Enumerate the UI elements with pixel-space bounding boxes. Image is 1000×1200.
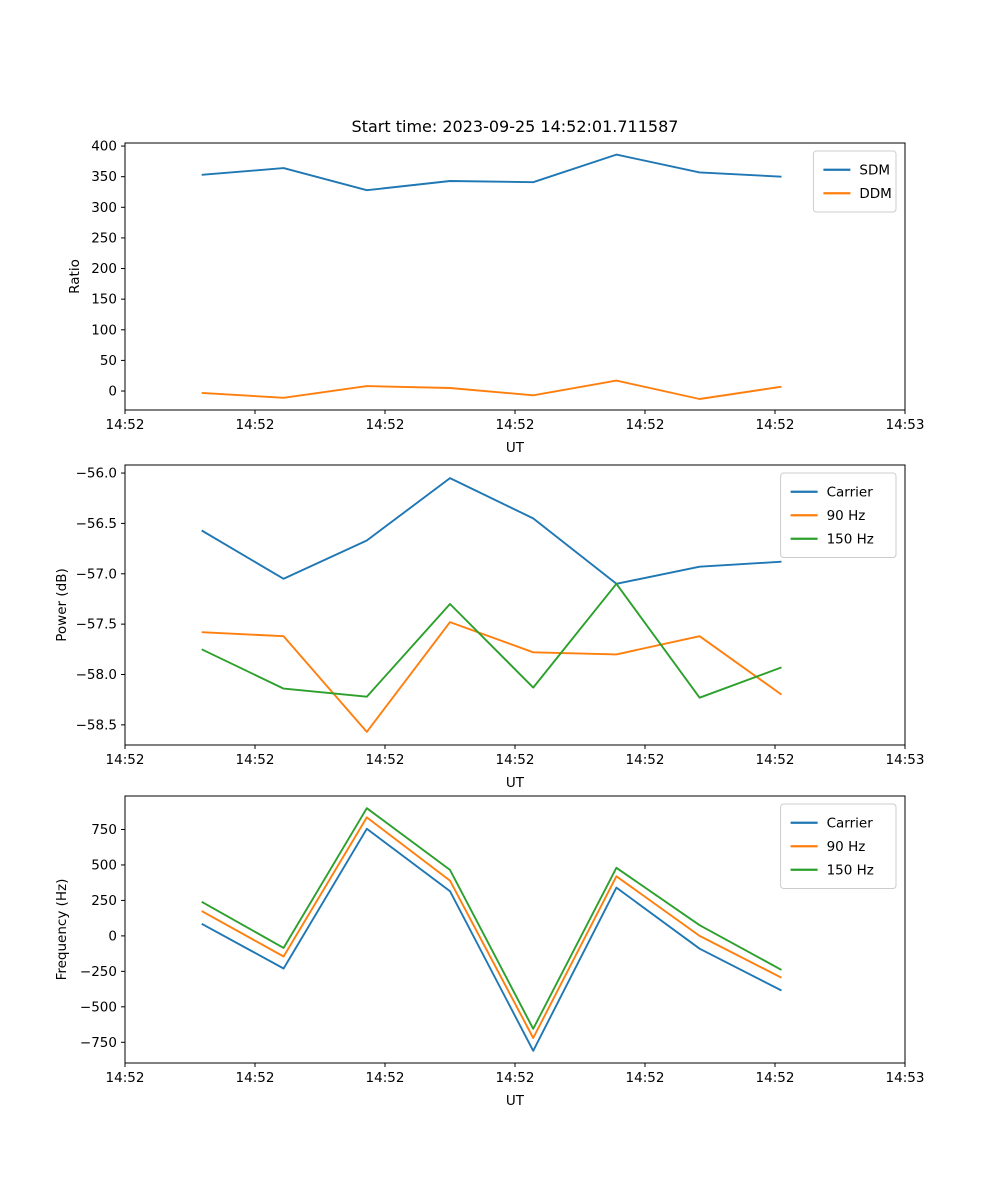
x-tick-label: 14:52 (236, 752, 275, 768)
series-line-90-hz (201, 816, 782, 1039)
legend-label-ddm: DDM (859, 186, 891, 202)
y-tick-label: −56.5 (76, 516, 117, 532)
legend-label-90-hz: 90 Hz (827, 508, 866, 524)
series-line-150-hz (201, 807, 782, 1030)
y-tick-label: −58.5 (76, 717, 117, 733)
y-tick-label: −58.0 (76, 667, 117, 683)
y-axis-label: Frequency (Hz) (54, 879, 70, 981)
legend-label-150-hz: 150 Hz (827, 862, 874, 878)
x-tick-label: 14:53 (886, 417, 925, 433)
series-line-150-hz (201, 582, 782, 699)
x-tick-label: 14:52 (106, 752, 145, 768)
x-tick-label: 14:52 (626, 1070, 665, 1086)
x-axis-label: UT (506, 440, 525, 456)
x-tick-label: 14:52 (496, 1070, 535, 1086)
y-axis-label: Power (dB) (54, 568, 70, 641)
y-tick-label: −57.0 (76, 566, 117, 582)
y-tick-label: 150 (91, 292, 117, 308)
x-tick-label: 14:52 (106, 417, 145, 433)
x-axis-label: UT (506, 1093, 525, 1109)
x-tick-label: 14:52 (106, 1070, 145, 1086)
x-tick-label: 14:52 (236, 417, 275, 433)
y-tick-label: 400 (91, 139, 117, 155)
legend-box (812, 150, 897, 213)
y-tick-label: −500 (80, 999, 117, 1015)
y-tick-label: 500 (91, 857, 117, 873)
y-tick-label: 50 (100, 353, 117, 369)
x-tick-label: 14:52 (626, 417, 665, 433)
x-tick-label: 14:52 (756, 417, 795, 433)
y-axis-label: Ratio (67, 259, 83, 294)
y-tick-label: 0 (108, 384, 117, 400)
series-line-carrier (201, 827, 782, 1052)
legend-label-150-hz: 150 Hz (827, 531, 874, 547)
x-tick-label: 14:52 (756, 752, 795, 768)
y-tick-label: −750 (80, 1035, 117, 1051)
series-line-ddm (201, 379, 782, 400)
y-tick-label: 100 (91, 322, 117, 338)
legend-label-carrier: Carrier (827, 484, 874, 500)
x-tick-label: 14:52 (236, 1070, 275, 1086)
y-tick-label: 0 (108, 928, 117, 944)
x-tick-label: 14:52 (366, 1070, 405, 1086)
x-axis-label: UT (506, 775, 525, 791)
x-tick-label: 14:52 (496, 752, 535, 768)
y-tick-label: 300 (91, 200, 117, 216)
x-tick-label: 14:52 (496, 417, 535, 433)
series-line-90-hz (201, 621, 783, 733)
legend-label-90-hz: 90 Hz (827, 839, 866, 855)
x-tick-label: 14:52 (756, 1070, 795, 1086)
x-tick-label: 14:52 (626, 752, 665, 768)
y-tick-label: 250 (91, 230, 117, 246)
legend-box (780, 803, 897, 889)
y-tick-label: −56.0 (76, 466, 117, 482)
y-tick-label: 250 (91, 893, 117, 909)
y-tick-label: 350 (91, 169, 117, 185)
figure-title: Start time: 2023-09-25 14:52:01.711587 (351, 117, 679, 136)
legend-box (780, 472, 897, 558)
series-line-sdm (201, 153, 782, 192)
x-tick-label: 14:52 (366, 417, 405, 433)
legend-label-sdm: SDM (859, 162, 890, 178)
y-tick-label: −57.5 (76, 617, 117, 633)
series-line-carrier (201, 477, 782, 585)
y-tick-label: −250 (80, 964, 117, 980)
x-tick-label: 14:53 (886, 1070, 925, 1086)
y-tick-label: 200 (91, 261, 117, 277)
x-tick-label: 14:52 (366, 752, 405, 768)
y-tick-label: 750 (91, 822, 117, 838)
x-tick-label: 14:53 (886, 752, 925, 768)
legend-label-carrier: Carrier (827, 815, 874, 831)
